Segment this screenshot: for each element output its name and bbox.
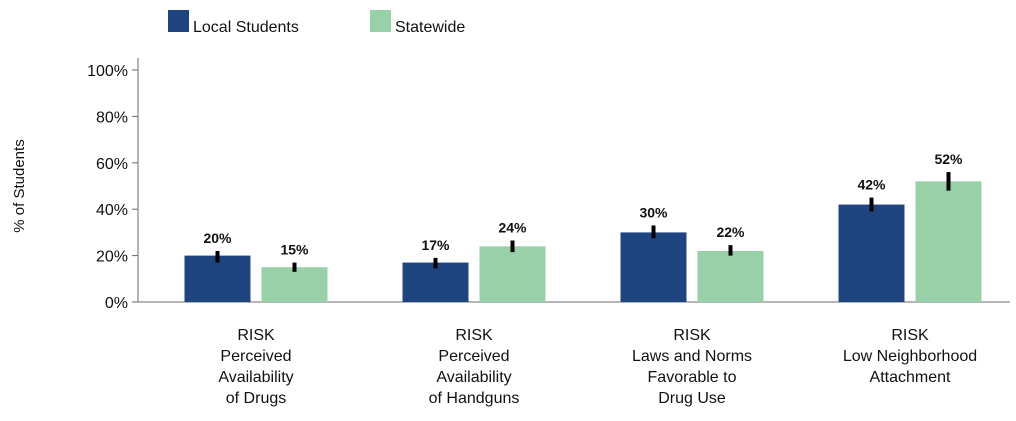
bar	[184, 255, 251, 302]
value-label: 15%	[280, 242, 309, 258]
x-category-label-line: RISK	[891, 327, 929, 344]
value-label: 17%	[421, 237, 450, 253]
x-category-label-line: Laws and Norms	[632, 348, 752, 365]
value-label: 24%	[498, 220, 527, 236]
x-category-label-line: Availability	[218, 369, 293, 386]
x-category-label-line: Availability	[436, 369, 511, 386]
legend-label: Statewide	[395, 19, 465, 36]
x-category-label-line: of Drugs	[226, 390, 286, 407]
x-category-label-line: RISK	[673, 327, 711, 344]
bar	[620, 232, 687, 302]
legend-swatch	[168, 10, 189, 32]
x-category-label-line: Perceived	[220, 348, 291, 365]
bar	[915, 181, 982, 302]
x-category-label: RISK Low Neighborhood Attachment	[843, 327, 977, 386]
y-tick-label: 40%	[96, 202, 128, 219]
bars-group: 20% 15% 17% 24% 30% 22% 42% 52%	[184, 151, 982, 302]
value-label: 30%	[639, 204, 668, 220]
x-category-label-line: Drug Use	[658, 390, 726, 407]
x-category-label-line: Attachment	[870, 369, 951, 386]
x-category-label-line: Low Neighborhood	[843, 348, 977, 365]
x-axis: RISK Perceived Availability of Drugs RISK Per…	[138, 301, 1010, 407]
value-label: 20%	[203, 230, 232, 246]
x-category-label-line: Perceived	[438, 348, 509, 365]
legend-label: Local Students	[193, 19, 299, 36]
value-label: 52%	[934, 151, 963, 167]
x-category-label-line: of Handguns	[429, 390, 520, 407]
y-axis: 0% 20% 40% 60% 80% 100% % of Students	[11, 58, 139, 312]
value-label: 22%	[716, 224, 745, 240]
bar	[697, 250, 764, 302]
legend: Local Students Statewide	[168, 10, 465, 36]
y-tick-label: 80%	[96, 109, 128, 126]
bar	[261, 267, 328, 302]
y-tick-label: 100%	[87, 63, 128, 80]
bar	[402, 262, 469, 302]
x-category-label: RISK Perceived Availability of Handguns	[429, 327, 520, 407]
legend-swatch	[370, 10, 391, 32]
x-category-label: RISK Laws and Norms Favorable to Drug Use	[632, 327, 752, 407]
x-category-label: RISK Perceived Availability of Drugs	[218, 327, 293, 407]
value-label: 42%	[857, 177, 886, 193]
y-tick-label: 20%	[96, 249, 128, 266]
y-axis-title: % of Students	[11, 139, 28, 232]
x-category-label-line: RISK	[455, 327, 493, 344]
bar	[479, 246, 546, 302]
y-tick-label: 0%	[105, 295, 128, 312]
x-category-label-line: RISK	[237, 327, 275, 344]
y-tick-label: 60%	[96, 156, 128, 173]
x-category-label-line: Favorable to	[648, 369, 737, 386]
bar	[838, 204, 905, 302]
